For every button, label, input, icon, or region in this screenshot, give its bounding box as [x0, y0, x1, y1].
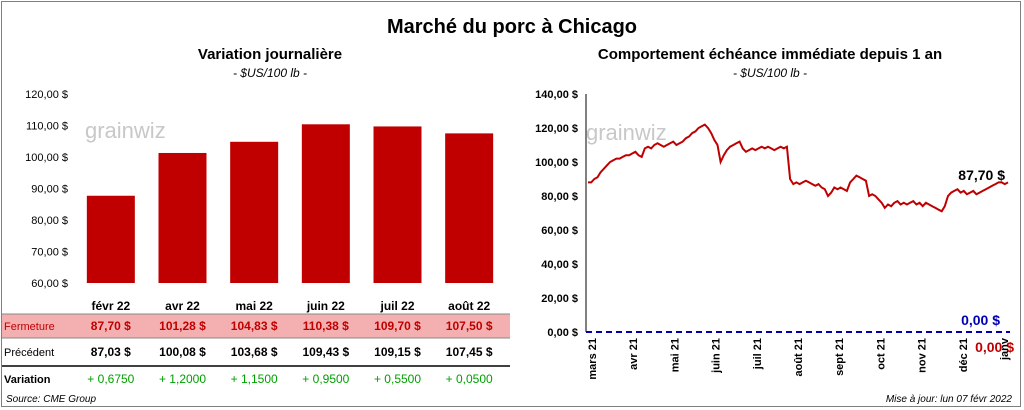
- table-cell: 103,68 $: [231, 345, 278, 359]
- watermark-logo: grainwiz: [85, 118, 166, 143]
- bar-y-tick-label: 120,00 $: [25, 89, 68, 101]
- bar-chart-subtitle: - $US/100 lb -: [232, 66, 308, 80]
- line-y-tick-label: 120,00 $: [535, 123, 578, 135]
- table-cell: 109,43 $: [302, 345, 349, 359]
- line-x-tick-label: janv: [999, 337, 1011, 361]
- table-row-label: Variation: [4, 374, 51, 386]
- line-x-tick-label: oct 21: [875, 338, 887, 370]
- line-x-tick-label: juil 21: [752, 338, 764, 370]
- table-row-label: Fermeture: [4, 321, 55, 333]
- bar: [301, 124, 350, 283]
- table-cell: + 0,0500: [446, 372, 493, 386]
- bar-category-label: mai 22: [235, 299, 273, 313]
- line-chart-title: Comportement échéance immédiate depuis 1…: [597, 46, 943, 63]
- line-y-tick-label: 0,00 $: [547, 327, 578, 339]
- line-y-tick-label: 20,00 $: [541, 293, 578, 305]
- table-cell: 109,15 $: [374, 345, 421, 359]
- line-x-tick-label: nov 21: [917, 338, 929, 373]
- page-title: Marché du porc à Chicago: [386, 16, 638, 38]
- bar-y-tick-label: 100,00 $: [25, 152, 68, 164]
- line-x-tick-label: mars 21: [587, 338, 599, 380]
- line-x-tick-label: déc 21: [958, 338, 970, 372]
- bar-category-label: août 22: [448, 299, 490, 313]
- bar: [230, 141, 279, 283]
- bar: [373, 126, 422, 283]
- table-cell: 101,28 $: [159, 319, 206, 333]
- line-y-tick-label: 140,00 $: [535, 89, 578, 101]
- line-chart-subtitle: - $US/100 lb -: [732, 66, 808, 80]
- line-y-tick-label: 60,00 $: [541, 225, 578, 237]
- last-value-label: 87,70 $: [958, 167, 1005, 183]
- line-y-tick-label: 40,00 $: [541, 259, 578, 271]
- table-cell: 109,70 $: [374, 319, 421, 333]
- line-x-tick-label: juin 21: [711, 338, 723, 374]
- table-row-label: Précédent: [4, 347, 54, 359]
- bar-category-label: juil 22: [379, 299, 414, 313]
- bar-chart-title: Variation journalière: [197, 46, 343, 63]
- table-cell: 107,45 $: [446, 345, 493, 359]
- table-cell: 107,50 $: [446, 319, 493, 333]
- bar-category-label: juin 22: [306, 299, 345, 313]
- line-x-tick-label: août 21: [793, 338, 805, 377]
- source-note: Source: CME Group: [6, 394, 97, 405]
- line-y-tick-label: 80,00 $: [541, 191, 578, 203]
- table-cell: + 1,1500: [231, 372, 278, 386]
- table-cell: + 1,2000: [159, 372, 206, 386]
- update-note: Mise à jour: lun 07 févr 2022: [885, 394, 1012, 405]
- bar-category-label: avr 22: [165, 299, 200, 313]
- bar: [158, 152, 207, 283]
- table-cell: + 0,9500: [302, 372, 349, 386]
- bar-y-tick-label: 90,00 $: [31, 184, 68, 196]
- table-cell: 110,38 $: [303, 319, 349, 333]
- table-cell: 87,70 $: [91, 319, 131, 333]
- bar-y-tick-label: 80,00 $: [31, 215, 68, 227]
- table-cell: + 0,5500: [374, 372, 421, 386]
- bar: [86, 195, 135, 283]
- bar-y-tick-label: 70,00 $: [31, 247, 68, 259]
- line-x-tick-label: avr 21: [628, 338, 640, 370]
- table-cell: 87,03 $: [91, 345, 131, 359]
- bar-y-tick-label: 110,00 $: [26, 121, 68, 133]
- zero-label-red: 0,00 $: [975, 339, 1014, 355]
- price-line: [588, 123, 1009, 213]
- bar-category-label: févr 22: [91, 299, 130, 313]
- line-x-tick-label: mai 21: [669, 338, 681, 372]
- watermark-logo: grainwiz: [586, 120, 667, 145]
- bar: [445, 133, 494, 283]
- table-cell: + 0,6750: [87, 372, 134, 386]
- zero-label-blue: 0,00 $: [961, 312, 1000, 328]
- table-cell: 104,83 $: [231, 319, 278, 333]
- table-row-highlight: [2, 314, 510, 338]
- line-x-tick-label: sept 21: [834, 338, 846, 376]
- line-y-tick-label: 100,00 $: [535, 157, 578, 169]
- bar-y-tick-label: 60,00 $: [31, 278, 68, 290]
- table-cell: 100,08 $: [159, 345, 206, 359]
